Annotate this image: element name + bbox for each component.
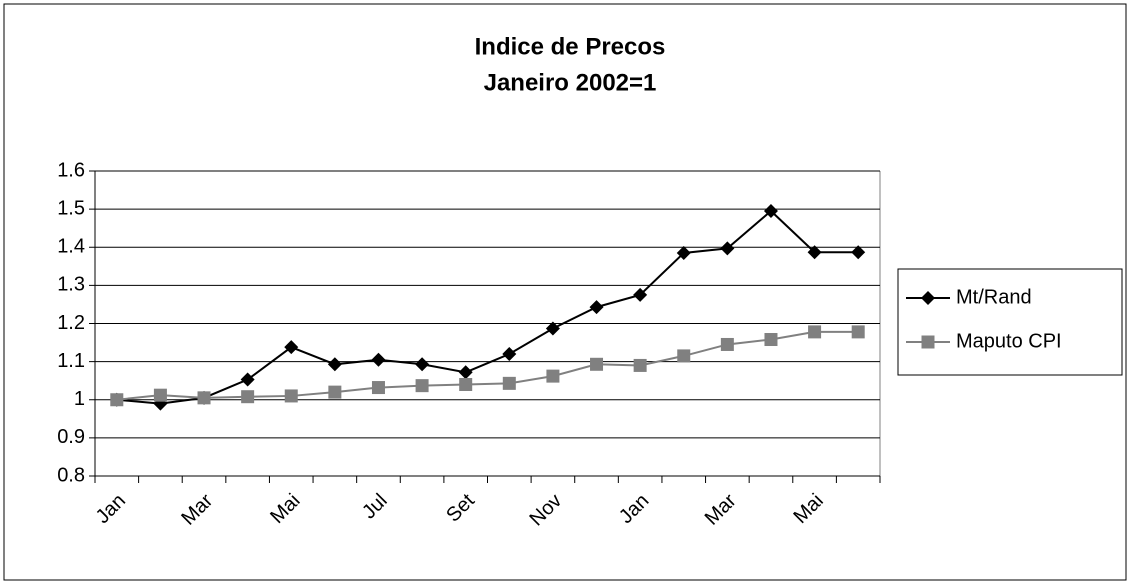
- y-tick-label: 1.2: [57, 312, 85, 334]
- data-point: [240, 372, 255, 387]
- data-point: [153, 388, 167, 402]
- data-point: [546, 369, 560, 383]
- data-point: [590, 357, 604, 371]
- chart-title: Indice de Precos: [475, 33, 666, 60]
- data-point: [545, 321, 560, 336]
- legend-marker: [921, 335, 935, 349]
- series-line: [116, 209, 859, 405]
- data-point: [459, 378, 473, 391]
- data-point: [415, 379, 429, 393]
- data-point: [371, 352, 386, 367]
- data-point: [110, 393, 124, 407]
- y-tick-label: 1.3: [57, 274, 85, 296]
- legend-marker: [921, 291, 935, 305]
- y-tick-label: 1.5: [57, 197, 85, 219]
- data-point: [720, 337, 734, 351]
- data-point: [328, 385, 342, 399]
- data-point: [764, 333, 778, 347]
- legend-label: Maputo CPI: [956, 330, 1062, 352]
- data-point: [720, 241, 735, 256]
- data-point: [502, 376, 516, 390]
- data-point: [851, 245, 866, 260]
- y-tick-label: 1.1: [57, 350, 85, 372]
- y-tick-label: 1.6: [57, 159, 85, 181]
- y-tick-label: 0.8: [57, 464, 85, 486]
- data-point: [458, 365, 473, 380]
- legend-label: Mt/Rand: [956, 286, 1032, 308]
- data-point: [808, 325, 822, 339]
- data-point: [633, 358, 647, 372]
- data-point: [589, 300, 604, 315]
- data-point: [763, 204, 778, 219]
- chart-subtitle: Janeiro 2002=1: [484, 69, 657, 96]
- data-point: [633, 287, 648, 302]
- series-line: [116, 330, 859, 401]
- data-point: [197, 391, 211, 405]
- data-point: [241, 390, 255, 404]
- y-tick-label: 1.4: [57, 236, 85, 258]
- data-point: [807, 245, 822, 260]
- data-point: [677, 349, 691, 363]
- data-point: [284, 389, 298, 403]
- data-point: [327, 357, 342, 372]
- data-point: [371, 381, 385, 395]
- y-tick-label: 0.9: [57, 426, 85, 448]
- legend-box: [897, 268, 1123, 376]
- y-tick-label: 1: [74, 388, 85, 410]
- data-point: [284, 340, 299, 355]
- data-point: [415, 357, 430, 372]
- data-point: [676, 245, 691, 260]
- data-point: [851, 325, 865, 339]
- data-point: [502, 347, 517, 361]
